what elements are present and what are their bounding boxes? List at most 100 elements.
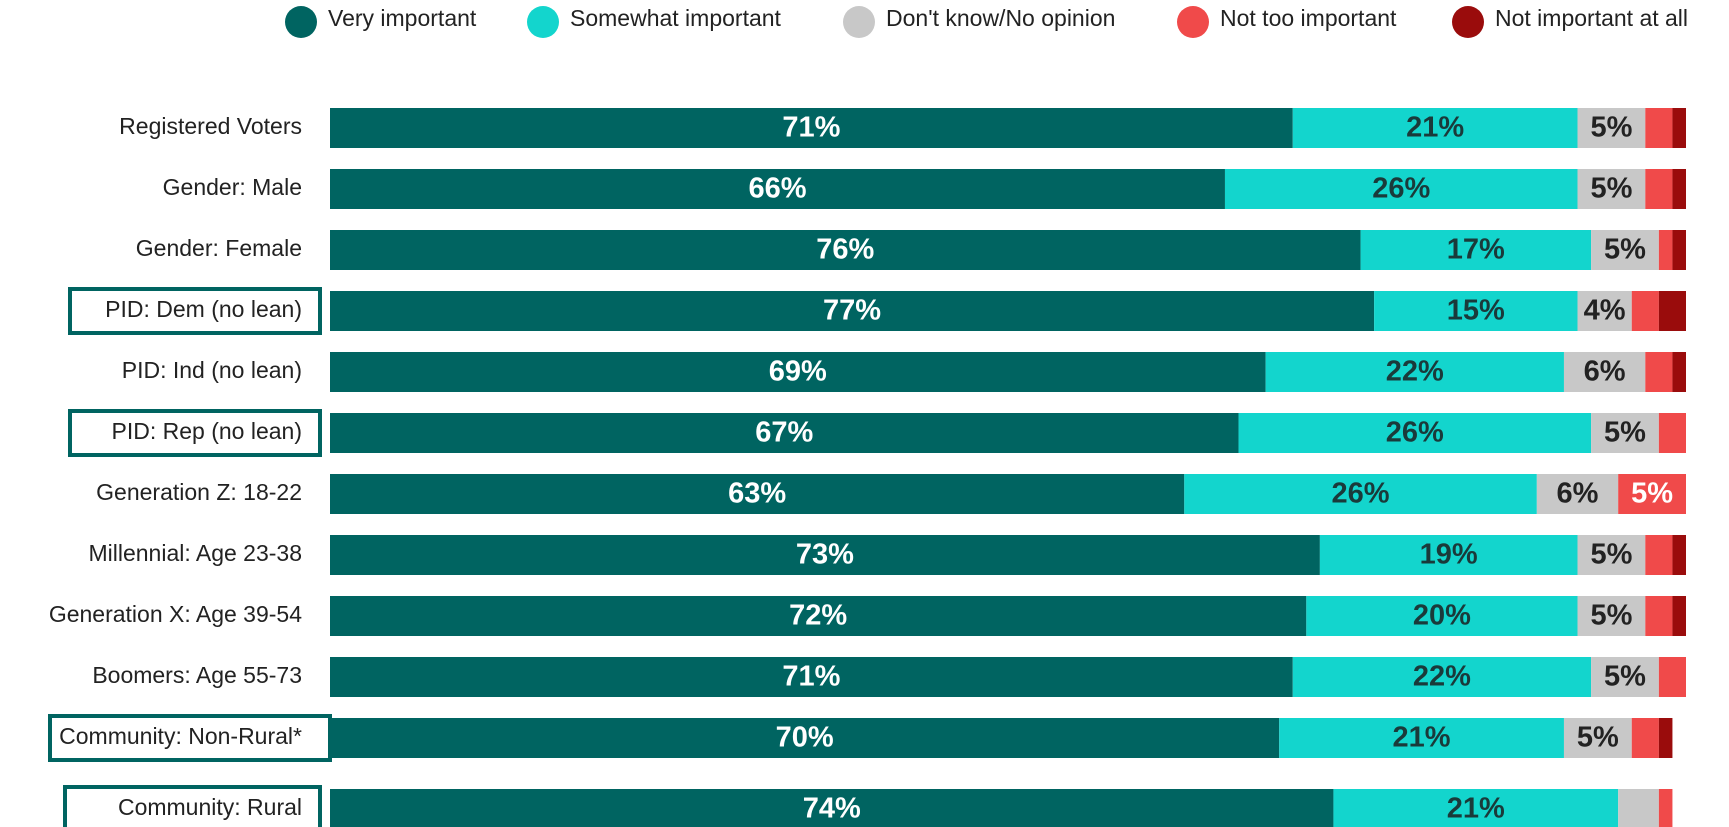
bar-segment <box>1672 596 1686 636</box>
bar-segment <box>1645 596 1673 636</box>
value-label: 15% <box>1447 295 1505 327</box>
value-label: 72% <box>789 600 847 632</box>
value-label: 63% <box>728 478 786 510</box>
legend-swatch <box>1177 6 1209 38</box>
bar-segment <box>1645 169 1673 209</box>
value-label: 26% <box>1386 417 1444 449</box>
bar-segment <box>1563 718 1632 758</box>
bar-segment <box>1577 108 1646 148</box>
value-label: 76% <box>816 234 874 266</box>
value-label: 5% <box>1590 600 1632 632</box>
category-label: Community: Rural <box>118 794 302 820</box>
legend-label: Very important <box>328 5 477 31</box>
value-label: 21% <box>1393 722 1451 754</box>
bar-segment <box>1672 230 1686 270</box>
value-label: 17% <box>1447 234 1505 266</box>
legend-swatch <box>527 6 559 38</box>
bar-segment <box>330 474 1185 514</box>
bar-segment <box>1672 535 1686 575</box>
legend-label: Not too important <box>1220 5 1397 31</box>
bar-segment <box>1360 230 1592 270</box>
highlight-box <box>68 409 322 457</box>
bar-segment <box>330 535 1320 575</box>
value-label: 20% <box>1413 600 1471 632</box>
bar-segment <box>1645 352 1673 392</box>
value-label: 6% <box>1557 478 1599 510</box>
bar-segment <box>330 789 1334 827</box>
value-label: 26% <box>1372 173 1430 205</box>
bar-segment <box>1658 291 1686 331</box>
bar-segment <box>1672 108 1686 148</box>
bar-segment <box>1577 596 1646 636</box>
bar-segment <box>1306 596 1578 636</box>
value-label: 19% <box>1420 539 1478 571</box>
value-label: 21% <box>1406 112 1464 144</box>
value-label: 5% <box>1590 173 1632 205</box>
bar-segment <box>1577 169 1646 209</box>
bar-segment <box>1645 108 1673 148</box>
category-label: PID: Rep (no lean) <box>112 418 302 444</box>
category-label: Community: Non-Rural* <box>59 723 302 749</box>
value-label: 66% <box>748 173 806 205</box>
bar-segment <box>1591 230 1659 270</box>
value-label: 77% <box>823 295 881 327</box>
value-label: 26% <box>1332 478 1390 510</box>
bar-segment <box>1577 291 1632 331</box>
value-label: 69% <box>769 356 827 388</box>
bar-segment <box>1224 169 1578 209</box>
value-label: 5% <box>1604 417 1646 449</box>
value-label: 5% <box>1590 112 1632 144</box>
value-label: 22% <box>1413 661 1471 693</box>
category-label: Registered Voters <box>119 113 302 139</box>
bar-segment <box>1265 352 1564 392</box>
category-label: Generation Z: 18-22 <box>96 479 302 505</box>
bar-segment <box>1672 352 1686 392</box>
value-label: 21% <box>1447 793 1505 825</box>
bar-segment <box>1658 413 1686 453</box>
bar-segment <box>1591 657 1659 697</box>
value-label: 70% <box>776 722 834 754</box>
legend-label: Not important at all <box>1495 5 1688 31</box>
bar-segment <box>330 108 1293 148</box>
value-label: 71% <box>782 112 840 144</box>
category-label: Generation X: Age 39-54 <box>49 601 302 627</box>
bar-segment <box>1577 535 1646 575</box>
bar-segment <box>330 413 1239 453</box>
legend-swatch <box>843 6 875 38</box>
value-label: 5% <box>1604 234 1646 266</box>
category-label: Boomers: Age 55-73 <box>92 662 302 688</box>
bar-segment <box>1618 789 1659 827</box>
bar-segment <box>330 352 1266 392</box>
category-label: Gender: Male <box>163 174 302 200</box>
category-label: PID: Dem (no lean) <box>105 296 302 322</box>
bar-segment <box>1292 657 1592 697</box>
value-label: 5% <box>1631 478 1673 510</box>
bar-segment <box>330 596 1307 636</box>
bar-segment <box>1658 789 1673 827</box>
bar-segment <box>1238 413 1592 453</box>
highlight-box <box>68 287 322 335</box>
bar-segment <box>1658 230 1673 270</box>
value-label: 67% <box>755 417 813 449</box>
category-label: PID: Ind (no lean) <box>122 357 302 383</box>
legend-swatch <box>285 6 317 38</box>
bar-segment <box>1658 718 1673 758</box>
bar-segment <box>1563 352 1646 392</box>
bar-segment <box>1591 413 1659 453</box>
category-label: Millennial: Age 23-38 <box>88 540 302 566</box>
value-label: 5% <box>1590 539 1632 571</box>
legend-label: Don't know/No opinion <box>886 5 1115 31</box>
bar-segment <box>1536 474 1619 514</box>
value-label: 5% <box>1577 722 1619 754</box>
bar-segment <box>1631 718 1659 758</box>
value-label: 4% <box>1584 295 1626 327</box>
bar-segment <box>330 291 1375 331</box>
value-label: 5% <box>1604 661 1646 693</box>
bar-segment <box>1279 718 1564 758</box>
bar-segment <box>1333 789 1619 827</box>
category-label: Gender: Female <box>136 235 302 261</box>
legend-label: Somewhat important <box>570 5 782 31</box>
value-label: 74% <box>803 793 861 825</box>
bar-segment <box>330 657 1293 697</box>
